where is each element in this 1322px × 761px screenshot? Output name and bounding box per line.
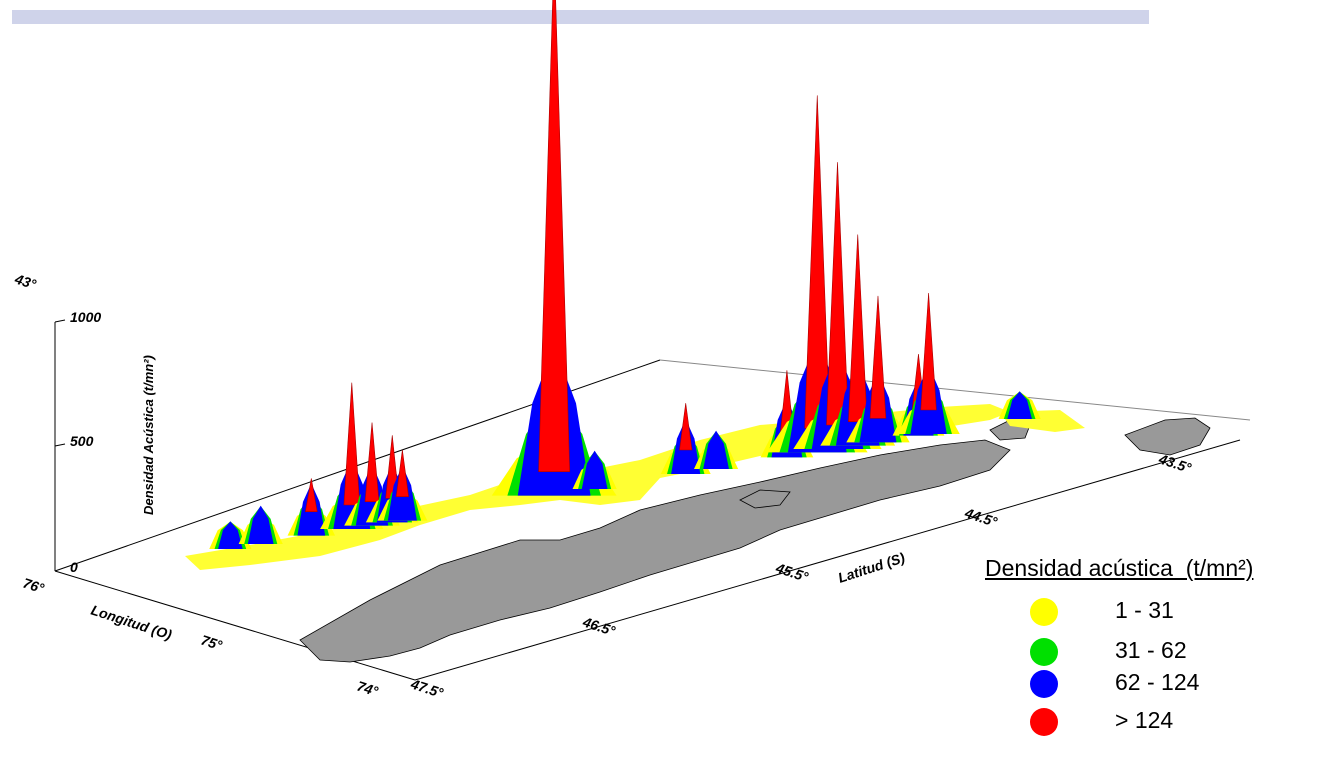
base-plane <box>54 359 1251 681</box>
legend-dot-green <box>1030 638 1058 666</box>
legend-item-blue: 62 - 124 <box>985 667 1315 701</box>
peak-band <box>247 505 274 544</box>
header-band <box>12 10 1149 24</box>
z-tick-1000: 1000 <box>70 309 101 325</box>
peak-spike <box>395 449 409 497</box>
land-island-inlet <box>739 489 791 509</box>
longitude-axis-label: Longitud (O) <box>89 602 174 643</box>
z-tick-top <box>54 319 66 323</box>
z-tick-500: 500 <box>70 433 94 449</box>
z-axis: 1000 500 0 Densidad Acústica (t/mn²) <box>54 309 156 575</box>
z-axis-label: Densidad Acústica (t/mn²) <box>141 355 156 515</box>
legend-label: > 124 <box>1115 707 1174 733</box>
peak-spike <box>869 295 887 419</box>
peak-7 <box>491 0 617 496</box>
peak-spike <box>305 478 318 512</box>
lon-tick-75: 75° <box>199 632 224 654</box>
z-tick-mid <box>54 443 66 447</box>
peak-spike <box>826 162 849 426</box>
legend-label: 62 - 124 <box>1115 669 1200 695</box>
peak-10 <box>693 430 739 469</box>
legend-item-green: 31 - 62 <box>985 635 1315 669</box>
peak-spike <box>920 292 937 411</box>
z-tick-0: 0 <box>70 559 78 575</box>
peak-band <box>703 430 729 469</box>
lon-tick-76: 76° <box>21 575 46 597</box>
peak-spike <box>679 403 693 451</box>
legend-label: 1 - 31 <box>1115 597 1174 623</box>
peak-band <box>1007 391 1032 419</box>
peak-18 <box>998 391 1041 419</box>
peak-spike <box>538 0 571 472</box>
lat-tick-47-5: 47.5° <box>408 675 446 701</box>
legend-item-yellow: 1 - 31 <box>985 595 1315 629</box>
peak-6 <box>377 449 428 521</box>
peak-spike <box>343 382 361 506</box>
legend-dot-blue <box>1030 670 1058 698</box>
land-main <box>299 439 1011 663</box>
lon-tick-74: 74° <box>355 678 380 700</box>
far-edge-line <box>659 359 1251 421</box>
legend-title: Densidad acústica (t/mn²) <box>985 555 1254 581</box>
legend-dot-red <box>1030 708 1058 736</box>
longitude-axis-line <box>54 570 416 681</box>
legend-item-red: > 124 <box>985 705 1315 739</box>
lat-tick-43: 43° <box>12 270 38 292</box>
peak-1 <box>238 505 283 544</box>
lat-tick-43-5: 43.5° <box>1156 450 1194 476</box>
peak-band <box>581 450 608 489</box>
lat-tick-45-5: 45.5° <box>773 559 811 585</box>
latitude-axis-line <box>414 439 1241 681</box>
peak-band <box>218 521 243 549</box>
peak-8 <box>572 450 617 489</box>
legend-dot-yellow <box>1030 598 1058 626</box>
peak-17 <box>897 292 960 434</box>
peaks-group <box>209 0 1041 549</box>
peak-spike <box>364 422 380 502</box>
peak-spike <box>848 234 868 422</box>
legend: Densidad acústica (t/mn²) 1 - 31 31 - 62… <box>985 555 1315 755</box>
land-island-east <box>1124 417 1211 456</box>
lat-tick-46-5: 46.5° <box>580 613 618 639</box>
lat-tick-44-5: 44.5° <box>962 504 1000 530</box>
legend-label: 31 - 62 <box>1115 637 1187 663</box>
